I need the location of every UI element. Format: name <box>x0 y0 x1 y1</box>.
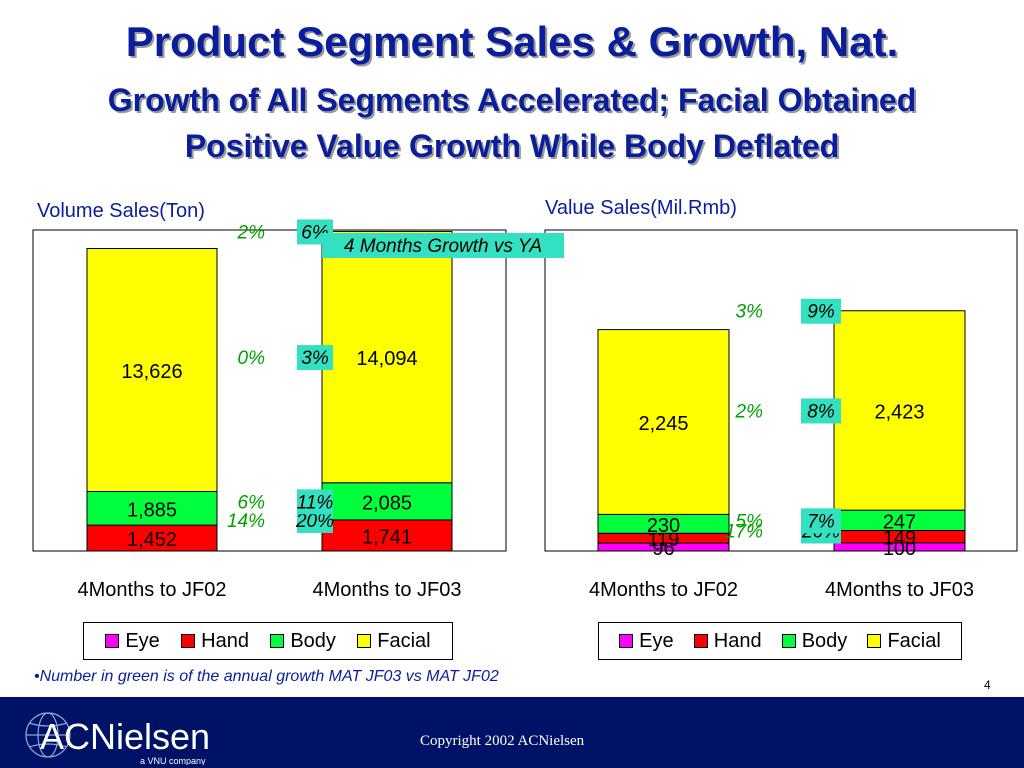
value-data-label-facial-1: 2,245 <box>638 413 688 435</box>
volume-x-tick-label-2: 4Months to JF03 <box>313 579 462 601</box>
value-legend-item-body: Body <box>781 629 848 653</box>
volume-legend-label-hand: Hand <box>201 629 249 652</box>
value-chart-legend: Eye Hand Body Facial <box>598 622 962 660</box>
copyright-text: Copyright 2002 ACNielsen <box>420 733 585 749</box>
value-legend-swatch-eye <box>619 634 634 648</box>
volume-chart-title: Volume Sales(Ton) <box>37 200 205 222</box>
value-annual-growth-total: 3% <box>736 302 764 323</box>
logo-wordmark: ACNielsen <box>40 716 210 757</box>
volume-legend-label-eye: Eye <box>125 629 160 652</box>
value-x-tick-label-1: 4Months to JF02 <box>589 579 738 601</box>
volume-four-month-growth-facial: 3% <box>301 348 329 369</box>
volume-x-tick-label-1: 4Months to JF02 <box>78 579 227 601</box>
volume-four-month-growth-hand: 20% <box>295 511 334 532</box>
value-legend-swatch-facial <box>867 634 882 648</box>
value-legend-swatch-hand <box>693 634 708 648</box>
footer-bar: ACNielsen a VNU company Copyright 2002 A… <box>0 697 1024 768</box>
value-legend-label-hand: Hand <box>713 629 762 652</box>
volume-four-month-growth-body: 11% <box>297 492 334 513</box>
volume-legend-swatch-eye <box>105 634 120 648</box>
volume-four-month-growth-total: 6% <box>301 222 329 243</box>
value-data-label-body-2: 247 <box>883 511 916 533</box>
logo-tagline: a VNU company <box>140 756 206 765</box>
volume-annual-growth-total: 2% <box>237 222 266 243</box>
value-data-label-hand-1: 119 <box>648 529 680 551</box>
volume-legend-item-body: Body <box>270 630 336 653</box>
volume-legend-item-eye: Eye <box>105 629 160 653</box>
value-data-label-eye-2: 100 <box>883 538 916 560</box>
volume-data-label-hand-2: 1,741 <box>362 526 412 548</box>
volume-data-label-body-1: 1,885 <box>127 499 177 521</box>
value-four-month-growth-body: 7% <box>807 511 835 532</box>
value-four-month-growth-facial: 8% <box>807 401 835 422</box>
value-legend-item-eye: Eye <box>619 629 674 653</box>
volume-four-month-growth-box-facial <box>297 345 333 371</box>
volume-bar-hand-1 <box>86 524 218 552</box>
page-subtitle-line1: Growth of All Segments Accelerated; Faci… <box>107 82 917 118</box>
value-legend-item-hand: Hand <box>693 629 762 653</box>
value-legend-label-eye: Eye <box>639 629 674 652</box>
volume-data-label-facial-2: 14,094 <box>356 348 417 370</box>
volume-annual-growth-body: 6% <box>238 492 266 513</box>
value-bar-facial-1 <box>597 329 730 515</box>
value-legend-swatch-body <box>781 634 796 648</box>
value-data-label-hand-2: 149 <box>883 528 916 550</box>
value-data-label-body-1: 230 <box>647 515 680 537</box>
value-data-label-facial-2: 2,423 <box>874 401 924 423</box>
value-x-tick-label-2: 4Months to JF03 <box>825 579 974 601</box>
value-annual-growth-hand: 17% <box>725 522 763 543</box>
value-chart-title: Value Sales(Mil.Rmb) <box>545 197 737 219</box>
value-four-month-growth-total: 9% <box>807 302 835 323</box>
volume-legend-item-facial: Facial <box>357 629 431 653</box>
value-legend-item-facial: Facial <box>867 629 941 653</box>
volume-data-label-body-2: 2,085 <box>362 492 412 514</box>
growth-callout-box <box>322 233 564 258</box>
volume-legend-label-facial: Facial <box>377 629 431 652</box>
volume-legend-label-body: Body <box>290 629 336 652</box>
charts-canvas: 1,452 1,885 13,626 4Months to JF02 1,741 2,08… <box>32 219 1018 601</box>
volume-bar-facial-1 <box>86 247 218 492</box>
value-legend-label-body: Body <box>801 629 848 652</box>
page-title: Product Segment Sales & Growth, Nat. <box>125 18 899 65</box>
value-legend-label-facial: Facial <box>887 629 941 652</box>
footnote: •Number in green is of the annual growth… <box>34 668 499 685</box>
page-subtitle-line2: Positive Value Growth While Body Deflate… <box>184 128 840 164</box>
volume-legend-swatch-hand <box>181 634 196 648</box>
volume-legend-item-hand: Hand <box>181 630 249 653</box>
volume-data-label-hand-1: 1,452 <box>127 529 177 551</box>
volume-data-label-facial-1: 13,626 <box>121 361 182 383</box>
volume-four-month-growth-box-body <box>297 489 333 515</box>
volume-bar-facial-2 <box>321 230 453 484</box>
volume-legend-swatch-facial <box>357 634 372 648</box>
volume-annual-growth-facial: 0% <box>238 348 266 369</box>
growth-callout-label: 4 Months Growth vs YA <box>344 236 542 257</box>
value-four-month-growth-box-total <box>801 298 841 324</box>
page-number: 4 <box>984 678 991 692</box>
volume-annual-growth-hand: 14% <box>227 511 265 532</box>
value-bar-facial-2 <box>833 310 966 511</box>
volume-bar-body-1 <box>86 490 218 526</box>
value-four-month-growth-box-body <box>801 508 841 534</box>
volume-chart-legend: Eye Hand Body Facial <box>83 622 453 660</box>
acnielsen-logo: ACNielsen a VNU company <box>25 712 210 765</box>
volume-legend-swatch-body <box>270 634 285 648</box>
value-annual-growth-facial: 2% <box>735 401 764 422</box>
value-annual-growth-body: 5% <box>736 511 764 532</box>
value-four-month-growth-box-facial <box>801 398 841 424</box>
